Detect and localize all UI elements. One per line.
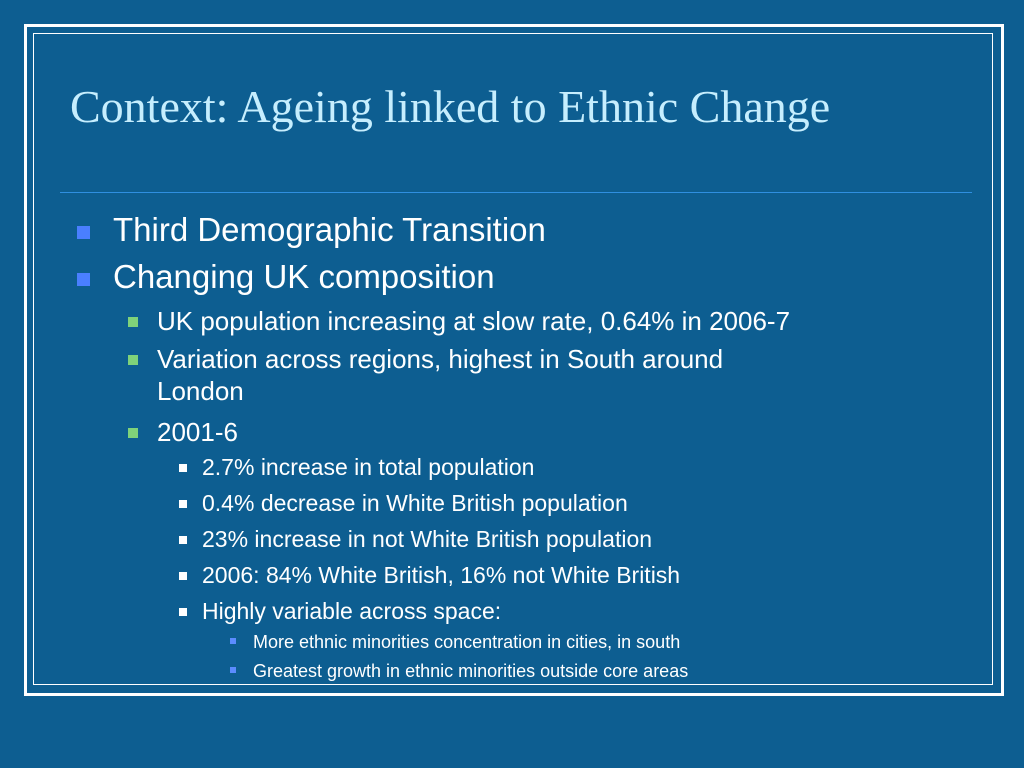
bullet-square-icon: [77, 273, 90, 286]
list-item: Highly variable across space:: [202, 598, 502, 624]
slide-title: Context: Ageing linked to Ethnic Change: [70, 81, 831, 132]
bullet-square-icon: [230, 638, 236, 644]
bullet-square-icon: [128, 428, 138, 438]
bullet-square-icon: [179, 608, 187, 616]
list-item-line: London: [157, 376, 244, 406]
bullet-square-icon: [77, 226, 90, 239]
bullet-square-icon: [230, 667, 236, 673]
bullet-square-icon: [179, 536, 187, 544]
bullet-square-icon: [179, 572, 187, 580]
bullet-square-icon: [179, 500, 187, 508]
slide-border-outer: [24, 24, 1004, 696]
list-item: 2001-6: [157, 417, 238, 447]
list-item: Third Demographic Transition: [113, 211, 546, 248]
bullet-square-icon: [128, 355, 138, 365]
title-divider: [60, 192, 972, 193]
list-item: Greatest growth in ethnic minorities out…: [253, 661, 689, 681]
list-item: Variation across regions, highest in Sou…: [157, 343, 723, 407]
list-item: 2006: 84% White British, 16% not White B…: [202, 562, 681, 588]
list-item: 0.4% decrease in White British populatio…: [202, 490, 628, 516]
slide-border-inner: [33, 33, 993, 685]
bullet-square-icon: [179, 464, 187, 472]
list-item: 2.7% increase in total population: [202, 454, 535, 480]
list-item: More ethnic minorities concentration in …: [253, 632, 681, 652]
list-item-line: Variation across regions, highest in Sou…: [157, 344, 724, 374]
bullet-square-icon: [128, 317, 138, 327]
list-item: 23% increase in not White British popula…: [202, 526, 653, 552]
list-item: UK population increasing at slow rate, 0…: [157, 306, 791, 336]
list-item: Changing UK composition: [113, 258, 495, 295]
